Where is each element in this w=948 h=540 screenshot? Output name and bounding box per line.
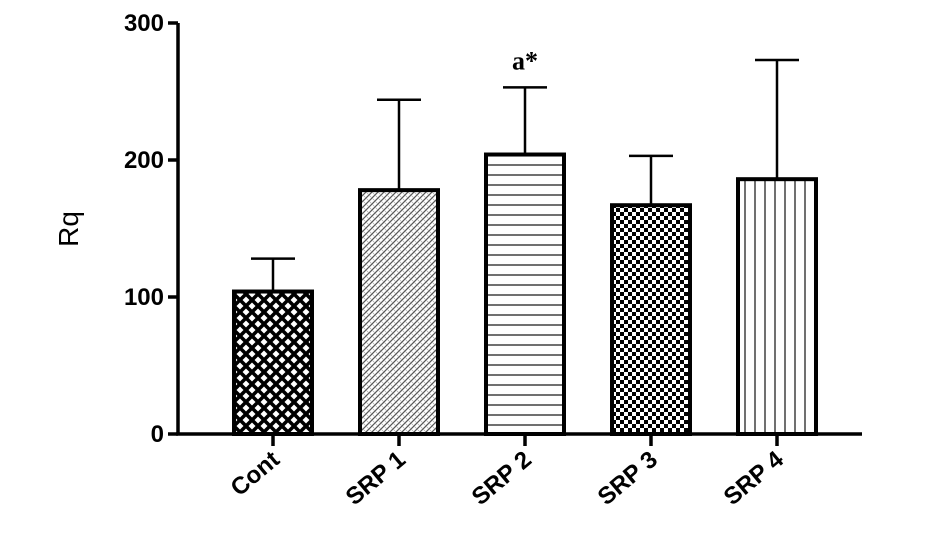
bar-srp-1 — [358, 188, 440, 436]
y-tick-label: 100 — [124, 284, 164, 311]
y-tick-label: 300 — [124, 10, 164, 37]
annotations: a* — [512, 46, 538, 75]
significance-annotation: a* — [512, 46, 538, 75]
x-tick-label: Cont — [226, 446, 285, 502]
bar-srp-2 — [484, 152, 566, 437]
bar-cont — [232, 289, 314, 436]
bars — [232, 152, 818, 437]
x-tick-label: SRP 2 — [467, 446, 537, 511]
error-bars — [251, 58, 799, 292]
y-axis: 0 100 200 300 — [124, 10, 180, 448]
x-tick-label: SRP 4 — [719, 445, 790, 510]
bar-srp-4 — [736, 177, 818, 436]
x-tick-labels: Cont SRP 1 SRP 2 SRP 3 SRP 4 — [226, 445, 790, 510]
bar-srp-3 — [610, 203, 692, 436]
y-tick-label: 0 — [151, 421, 164, 448]
y-tick-label: 200 — [124, 147, 164, 174]
x-tick-label: SRP 3 — [593, 446, 663, 511]
x-tick-label: SRP 1 — [341, 446, 411, 511]
y-axis-label: Rq — [53, 211, 84, 247]
